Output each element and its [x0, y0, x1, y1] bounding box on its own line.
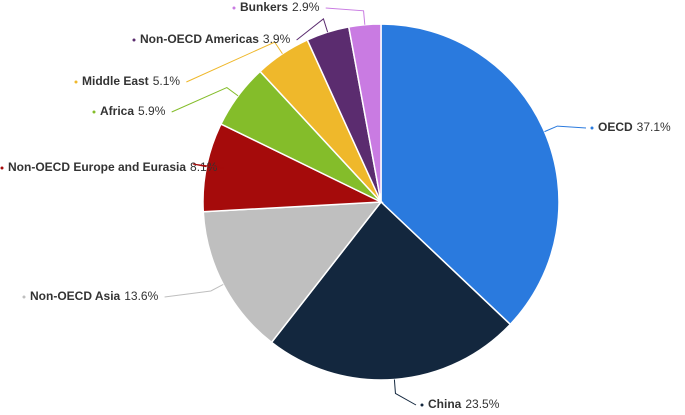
value-label: 5.1% — [153, 74, 181, 88]
category-name: China — [428, 397, 462, 411]
value-label: 2.9% — [292, 0, 320, 14]
slice-label: Non-OECD Europe and Eurasia 8.1% — [8, 160, 218, 174]
label-bullet — [92, 110, 96, 114]
category-name: Middle East — [82, 74, 149, 88]
value-label: 8.1% — [190, 160, 218, 174]
category-name: Africa — [100, 104, 134, 118]
category-name: Non-OECD Americas — [140, 32, 259, 46]
connector — [192, 163, 224, 169]
label-bullet — [132, 38, 136, 42]
label-bullet — [420, 403, 424, 407]
label-bullet — [0, 166, 4, 170]
connector — [544, 125, 587, 133]
category-name: Non-OECD Europe and Eurasia — [8, 160, 186, 174]
slice-label: Non-OECD Americas 3.9% — [140, 32, 291, 46]
slice-label: Africa 5.9% — [100, 104, 166, 118]
slice-label: Bunkers 2.9% — [240, 0, 320, 14]
slice-label: China 23.5% — [428, 397, 500, 411]
label-bullet — [74, 80, 78, 84]
connector — [171, 86, 239, 113]
connector — [164, 284, 224, 298]
category-name: Non-OECD Asia — [30, 289, 121, 303]
category-name: Bunkers — [240, 0, 288, 14]
value-label: 23.5% — [465, 397, 499, 411]
connector — [393, 379, 417, 406]
category-name: OECD — [598, 120, 633, 134]
value-label: 37.1% — [637, 120, 671, 134]
label-bullet — [590, 126, 594, 130]
slice-label: Non-OECD Asia 13.6% — [30, 289, 159, 303]
value-label: 13.6% — [124, 289, 158, 303]
pie-slice — [202, 123, 384, 213]
value-label: 3.9% — [263, 32, 291, 46]
slice-label: Middle East 5.1% — [82, 74, 180, 88]
connector — [296, 17, 329, 41]
label-bullet — [22, 295, 26, 299]
label-bullet — [232, 6, 236, 10]
value-label: 5.9% — [138, 104, 166, 118]
slice-label: OECD 37.1% — [598, 120, 671, 134]
connector — [325, 7, 366, 25]
connector — [186, 41, 283, 83]
